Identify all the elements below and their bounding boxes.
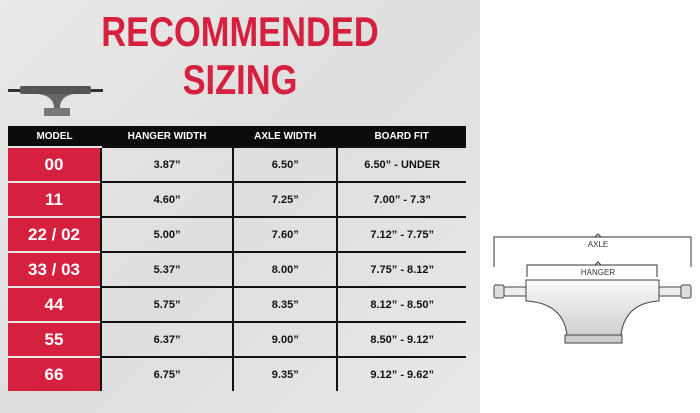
page-title: RECOMMENDED SIZING bbox=[101, 8, 379, 103]
hanger-width-cell: 4.60” bbox=[99, 181, 234, 217]
board-fit-cell: 6.50” - UNDER bbox=[336, 146, 466, 182]
model-cell: 66 bbox=[8, 356, 101, 391]
table-header-row: MODEL HANGER WIDTH AXLE WIDTH BOARD FIT bbox=[8, 126, 466, 147]
axle-width-cell: 8.00” bbox=[232, 251, 338, 287]
truck-icon bbox=[8, 86, 103, 116]
table-row: 66 6.75” 9.35” 9.12” - 9.62” bbox=[8, 356, 466, 391]
table-row: 55 6.37” 9.00” 8.50” - 9.12” bbox=[8, 321, 466, 357]
axle-width-cell: 7.25” bbox=[232, 181, 338, 217]
model-cell: 55 bbox=[8, 321, 101, 357]
axle-width-cell: 9.35” bbox=[232, 356, 338, 391]
hanger-width-cell: 3.87” bbox=[99, 146, 234, 182]
column-header: MODEL bbox=[8, 126, 101, 147]
model-cell: 44 bbox=[8, 286, 101, 322]
axle-label: AXLE bbox=[588, 240, 608, 249]
axle-width-cell: 8.35” bbox=[232, 286, 338, 322]
table-row: 44 5.75” 8.35” 8.12” - 8.50” bbox=[8, 286, 466, 322]
board-fit-cell: 7.12” - 7.75” bbox=[336, 216, 466, 252]
axle-width-cell: 6.50” bbox=[232, 146, 338, 182]
table-row: 22 / 02 5.00” 7.60” 7.12” - 7.75” bbox=[8, 216, 466, 252]
sizing-table: MODEL HANGER WIDTH AXLE WIDTH BOARD FIT 00 3… bbox=[8, 126, 466, 391]
board-fit-cell: 8.50” - 9.12” bbox=[336, 321, 466, 357]
board-fit-cell: 8.12” - 8.50” bbox=[336, 286, 466, 322]
sizing-panel: RECOMMENDED SIZING MODEL HANGER WIDTH AXLE… bbox=[0, 0, 480, 413]
hanger-width-cell: 5.00” bbox=[99, 216, 234, 252]
hanger-width-cell: 5.75” bbox=[99, 286, 234, 322]
column-header: AXLE WIDTH bbox=[233, 126, 338, 147]
axle-width-cell: 7.60” bbox=[232, 216, 338, 252]
column-header: BOARD FIT bbox=[337, 126, 466, 147]
hanger-width-cell: 6.37” bbox=[99, 321, 234, 357]
board-fit-cell: 7.75” - 8.12” bbox=[336, 251, 466, 287]
table-row: 33 / 03 5.37” 8.00” 7.75” - 8.12” bbox=[8, 251, 466, 287]
board-fit-cell: 9.12” - 9.62” bbox=[336, 356, 466, 391]
column-header: HANGER WIDTH bbox=[101, 126, 234, 147]
hanger-label: HANGER bbox=[581, 268, 615, 277]
table-row: 11 4.60” 7.25” 7.00” - 7.3” bbox=[8, 181, 466, 217]
model-cell: 22 / 02 bbox=[8, 216, 101, 252]
truck-diagram: AXLE HANGER bbox=[493, 233, 692, 344]
hanger-width-cell: 6.75” bbox=[99, 356, 234, 391]
table-row: 00 3.87” 6.50” 6.50” - UNDER bbox=[8, 146, 466, 182]
model-cell: 33 / 03 bbox=[8, 251, 101, 287]
board-fit-cell: 7.00” - 7.3” bbox=[336, 181, 466, 217]
model-cell: 11 bbox=[8, 181, 101, 217]
hanger-width-cell: 5.37” bbox=[99, 251, 234, 287]
model-cell: 00 bbox=[8, 146, 101, 182]
axle-width-cell: 9.00” bbox=[232, 321, 338, 357]
